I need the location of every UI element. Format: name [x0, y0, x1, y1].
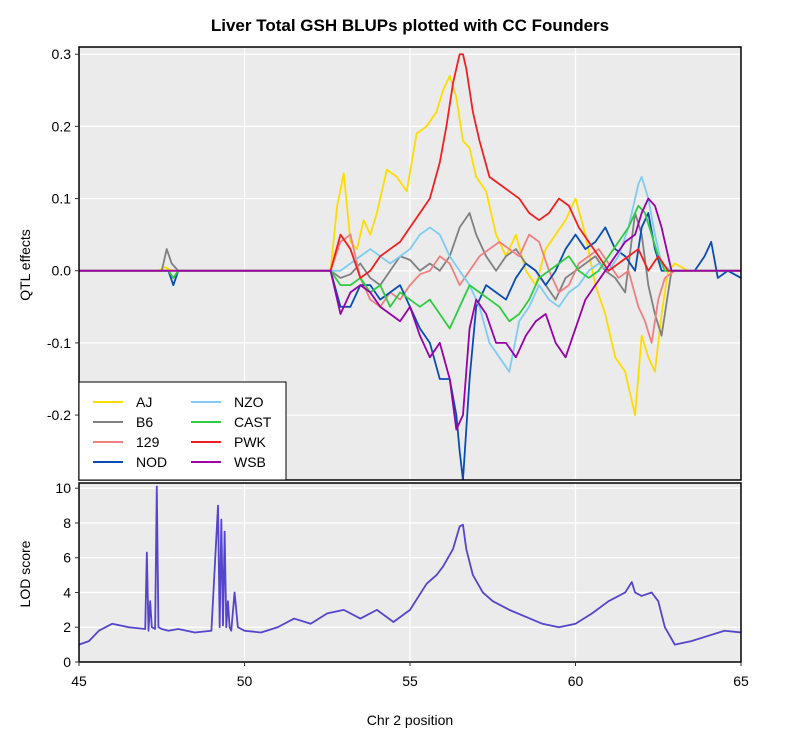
top-y-axis-label: QTL effects: [17, 229, 33, 301]
x-tick-label: 55: [402, 673, 418, 689]
legend-item-wsb: WSB: [191, 454, 266, 470]
x-axis-label: Chr 2 position: [367, 712, 453, 728]
legend-item-nod: NOD: [93, 454, 167, 470]
legend-label: AJ: [136, 394, 152, 410]
legend-label: PWK: [234, 434, 267, 450]
legend-label: B6: [136, 414, 153, 430]
y-tick-label: 8: [63, 515, 71, 531]
legend-label: CAST: [234, 414, 272, 430]
series-group: [79, 53, 741, 480]
y-tick-label: -0.1: [47, 335, 71, 351]
legend-item-129: 129: [93, 434, 160, 450]
chart-title: Liver Total GSH BLUPs plotted with CC Fo…: [211, 16, 609, 35]
y-tick-label: 0.0: [52, 263, 72, 279]
x-tick-label: 60: [568, 673, 584, 689]
legend-box: [78, 381, 287, 481]
series-group: [79, 485, 741, 646]
legend-item-cast: CAST: [191, 414, 272, 430]
legend-label: NZO: [234, 394, 264, 410]
legend-item-pwk: PWK: [191, 434, 267, 450]
legend-item-aj: AJ: [93, 394, 152, 410]
bottom-y-axis-label: LOD score: [17, 540, 33, 607]
legend-item-nzo: NZO: [191, 394, 264, 410]
y-tick-label: 0.2: [52, 118, 72, 134]
y-tick-label: 0.1: [52, 191, 72, 207]
plot-frame: [78, 46, 742, 481]
series-line-lod: [79, 485, 741, 646]
legend-label: NOD: [136, 454, 167, 470]
x-tick-label: 50: [237, 673, 253, 689]
x-tick-label: 65: [733, 673, 749, 689]
legend-label: WSB: [234, 454, 266, 470]
legend-label: 129: [136, 434, 160, 450]
series-line-wsb: [79, 197, 741, 431]
lod-score-panel: 0 2 4 6 8 10 45 50 55 60 65: [55, 480, 749, 689]
series-line-pwk: [79, 53, 741, 279]
y-tick-label: -0.2: [47, 407, 71, 423]
y-tick-label: 4: [63, 584, 71, 600]
series-line-nod: [79, 212, 741, 480]
series-line-cast: [79, 204, 741, 330]
y-tick-label: 2: [63, 619, 71, 635]
y-tick-label: 0: [63, 654, 71, 670]
y-tick-label: 6: [63, 550, 71, 566]
legend-item-b6: B6: [93, 414, 153, 430]
x-tick-label: 45: [71, 673, 87, 689]
y-tick-label: 10: [55, 480, 71, 496]
legend: AJ B6 129 NOD NZO CAST PWK WSB: [78, 381, 287, 481]
y-tick-label: 0.3: [52, 46, 72, 62]
qtl-effects-panel: -0.2 -0.1 0.0 0.1 0.2 0.3 AJ B6 129 NOD NZO CAST PWK…: [47, 46, 742, 481]
